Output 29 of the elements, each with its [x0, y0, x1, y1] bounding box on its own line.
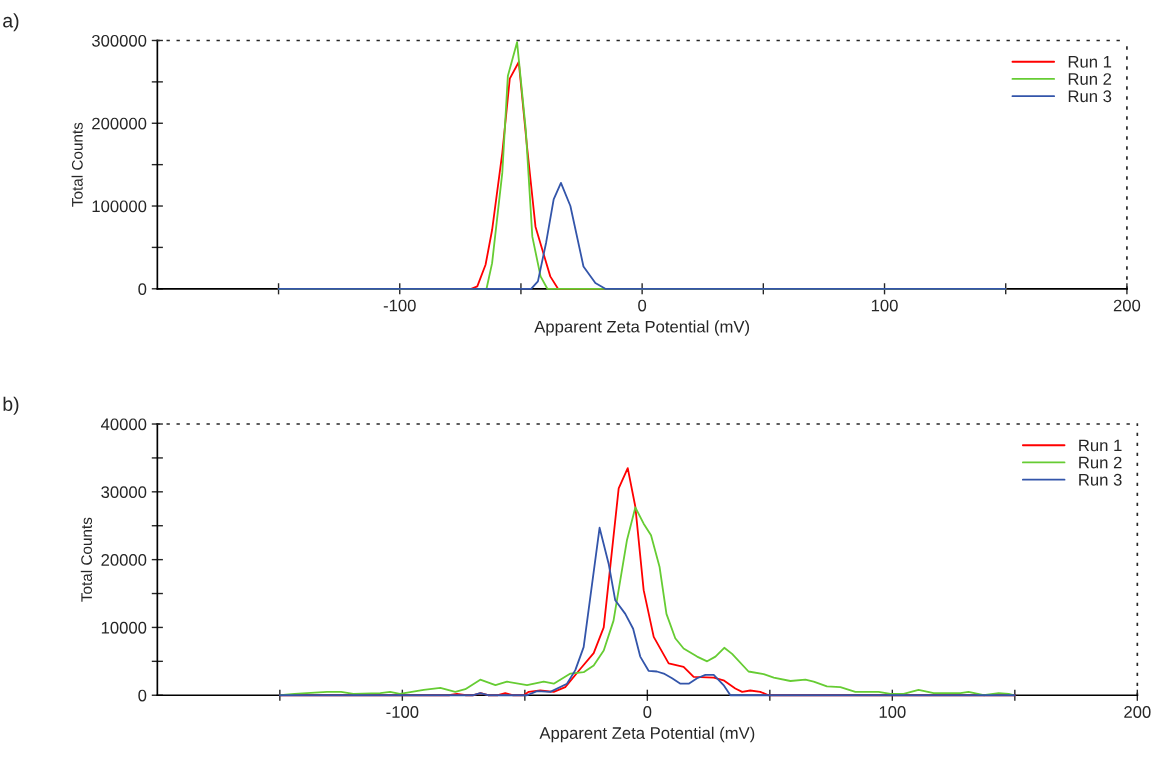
y-tick-label: 100000	[92, 200, 147, 213]
y-tick-label: 20000	[101, 554, 147, 566]
x-tick-label: 0	[638, 299, 647, 312]
x-tick-label: 200	[1124, 706, 1151, 718]
text: a)	[3, 13, 19, 32]
y-tick-label: 0	[138, 283, 147, 295]
legend-label: Run 2	[1068, 73, 1112, 85]
x-tick-label: -100	[383, 299, 416, 312]
y-axis-title: Total Counts	[80, 517, 93, 602]
legend-label: Run 1	[1068, 56, 1112, 68]
x-axis-title: Apparent Zeta Potential (mV)	[539, 726, 755, 743]
y-tick-label: 10000	[101, 621, 147, 634]
y-tick-label: 30000	[101, 486, 147, 499]
y-tick-label: 200000	[92, 117, 147, 130]
x-tick-label: 100	[879, 706, 906, 718]
y-axis-title: Total Counts	[71, 122, 83, 207]
legend-label: Run 3	[1068, 90, 1112, 103]
text: b)	[3, 396, 19, 415]
y-tick-label: 40000	[100, 418, 147, 431]
legend-label: Run 2	[1079, 456, 1122, 469]
x-tick-label: 0	[643, 706, 652, 718]
x-axis-title: Apparent Zeta Potential (mV)	[534, 320, 750, 336]
y-tick-label: 0	[138, 689, 147, 702]
y-tick-label: 300000	[91, 34, 147, 47]
legend-label: Run 3	[1079, 473, 1122, 486]
legend-label: Run 1	[1079, 439, 1122, 452]
x-tick-label: 100	[871, 299, 898, 312]
x-tick-label: -100	[386, 706, 419, 718]
x-tick-label: 200	[1113, 299, 1141, 312]
